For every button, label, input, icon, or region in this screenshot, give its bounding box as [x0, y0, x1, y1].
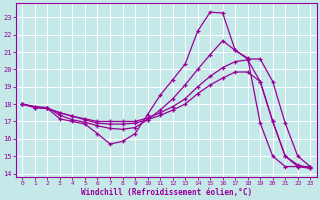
X-axis label: Windchill (Refroidissement éolien,°C): Windchill (Refroidissement éolien,°C)	[81, 188, 252, 197]
